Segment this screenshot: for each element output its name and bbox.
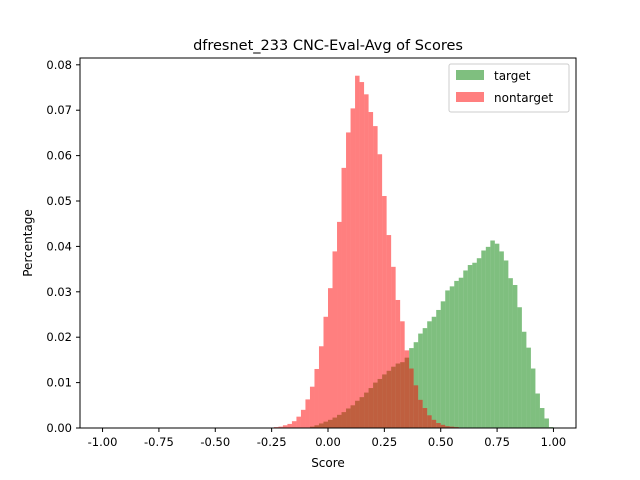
legend-swatch-nontarget: [456, 92, 484, 102]
bar-nontarget-34: [422, 408, 428, 428]
bar-target-50: [535, 393, 540, 428]
bar-target-44: [508, 278, 513, 428]
x-tick-label: -0.75: [144, 435, 174, 449]
x-tick-label: -0.25: [257, 435, 287, 449]
bar-target-52: [544, 418, 549, 428]
legend-label-nontarget: nontarget: [494, 91, 553, 105]
bar-target-24: [418, 333, 423, 428]
bar-target-48: [526, 347, 531, 428]
bar-nontarget-3: [282, 425, 288, 428]
bar-nontarget-11: [318, 346, 324, 428]
bar-target-30: [445, 290, 450, 428]
bar-nontarget-12: [323, 316, 328, 428]
bar-nontarget-36: [431, 419, 437, 428]
y-tick-label: 0.01: [46, 376, 72, 390]
bar-target-34: [463, 270, 468, 428]
bar-target-40: [490, 240, 495, 428]
bar-target-38: [481, 250, 486, 428]
bar-target-47: [521, 331, 527, 428]
bar-target-42: [499, 251, 504, 428]
x-tick-label: 0.50: [428, 435, 454, 449]
bar-nontarget-29: [400, 321, 405, 428]
bar-target-49: [530, 368, 536, 428]
bar-target-25: [422, 328, 428, 428]
bar-nontarget-6: [296, 416, 301, 428]
x-tick-label: -0.50: [200, 435, 230, 449]
bar-nontarget-17: [346, 132, 351, 428]
bar-target-43: [503, 260, 509, 428]
bar-nontarget-33: [418, 399, 423, 428]
bar-nontarget-19: [355, 75, 360, 429]
x-axis: -1.00 -0.75 -0.50 -0.25 0.00 0.25 0.50 0.75 1.00: [88, 428, 567, 449]
legend: target nontarget: [448, 63, 570, 113]
bar-nontarget-28: [395, 299, 401, 428]
y-tick-label: 0.02: [46, 330, 72, 344]
legend-label-target: target: [494, 69, 531, 83]
bar-nontarget-5: [291, 421, 297, 428]
bar-nontarget-18: [350, 108, 356, 428]
bar-nontarget-26: [386, 235, 392, 428]
bar-target-41: [494, 243, 500, 428]
y-axis: 0.00 0.01 0.02 0.03 0.04 0.05 0.06 0.07 0.08: [46, 58, 80, 435]
bar-nontarget-31: [409, 368, 414, 428]
bar-nontarget-10: [314, 368, 319, 428]
bar-nontarget-13: [328, 288, 333, 428]
bar-target-33: [458, 277, 464, 428]
x-axis-label: Score: [311, 456, 345, 470]
bar-target-23: [413, 342, 419, 428]
bar-target-27: [431, 316, 437, 428]
bar-target-45: [512, 284, 518, 428]
bar-nontarget-37: [436, 423, 441, 428]
bar-nontarget-40: [449, 426, 455, 428]
x-tick-label: 0.00: [315, 435, 341, 449]
y-tick-label: 0.04: [46, 239, 72, 253]
bar-nontarget-21: [364, 94, 369, 428]
bar-target-35: [467, 265, 473, 428]
bar-nontarget-14: [332, 251, 338, 428]
bar-target-32: [454, 280, 459, 428]
x-tick-label: 0.25: [372, 435, 398, 449]
chart-title: dfresnet_233 CNC-Eval-Avg of Scores: [193, 38, 463, 54]
x-tick-label: 0.75: [484, 435, 510, 449]
legend-swatch-target: [456, 70, 484, 80]
bar-nontarget-8: [305, 399, 310, 428]
bar-target-39: [485, 246, 491, 428]
bar-target-31: [449, 286, 455, 428]
bar-target-46: [517, 307, 522, 428]
x-tick-label: -1.00: [88, 435, 118, 449]
bar-nontarget-16: [341, 167, 347, 428]
y-axis-label: Percentage: [21, 209, 35, 277]
bar-nontarget-23: [373, 126, 378, 428]
bar-nontarget-25: [382, 196, 387, 428]
bar-nontarget-9: [309, 386, 315, 428]
y-tick-label: 0.00: [46, 421, 72, 435]
bar-nontarget-32: [413, 385, 419, 428]
bar-target-36: [472, 262, 477, 428]
bar-nontarget-7: [300, 409, 306, 428]
y-tick-label: 0.07: [46, 103, 72, 117]
bar-nontarget-2: [278, 426, 283, 428]
bar-nontarget-20: [359, 82, 365, 428]
x-tick-label: 1.00: [541, 435, 567, 449]
bar-nontarget-4: [287, 423, 292, 428]
bar-target-28: [436, 309, 441, 428]
bar-nontarget-38: [440, 424, 446, 428]
bar-nontarget-24: [377, 154, 383, 428]
bar-nontarget-15: [337, 221, 342, 428]
bar-nontarget-39: [445, 426, 450, 428]
bar-target-26: [427, 321, 432, 428]
bar-target-29: [440, 301, 446, 428]
y-tick-label: 0.08: [46, 58, 72, 72]
bar-target-51: [539, 408, 545, 428]
bar-nontarget-27: [391, 266, 396, 428]
series-nontarget-bars: [269, 75, 473, 429]
y-tick-label: 0.03: [46, 285, 72, 299]
bar-nontarget-35: [427, 415, 432, 428]
y-tick-label: 0.05: [46, 194, 72, 208]
bar-nontarget-22: [368, 112, 374, 429]
y-tick-label: 0.06: [46, 149, 72, 163]
bar-nontarget-30: [404, 350, 410, 428]
bar-target-37: [476, 258, 482, 428]
